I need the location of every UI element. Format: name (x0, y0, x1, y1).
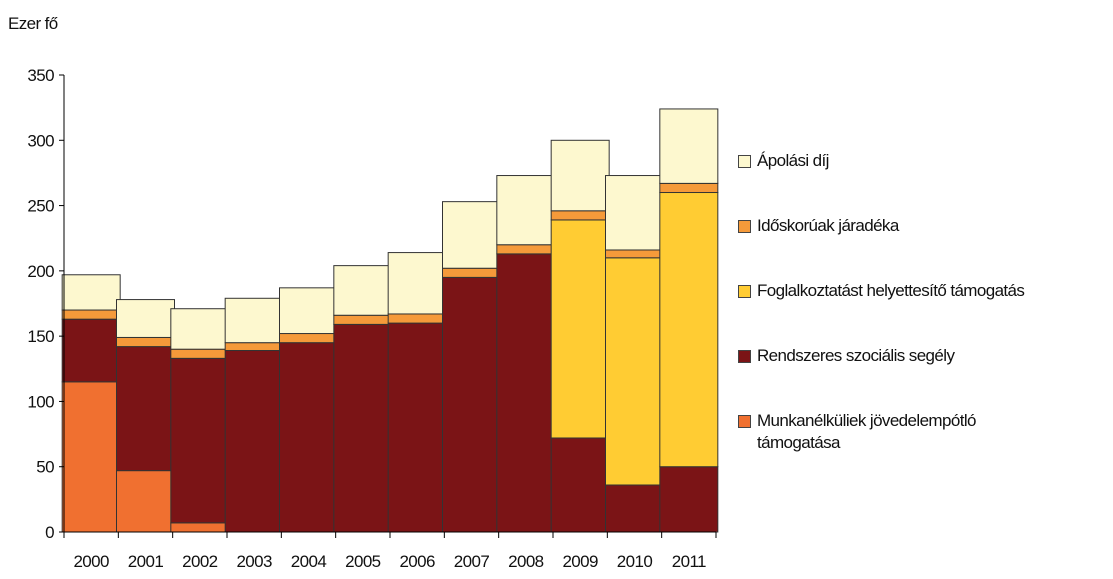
legend-label: Ápolási díj (757, 151, 829, 170)
legend-swatch (738, 155, 751, 168)
bar-segment (224, 350, 284, 533)
y-tick-label: 350 (27, 66, 54, 85)
bar-segment (496, 244, 556, 255)
bar-segment (659, 108, 719, 184)
bar-segment (170, 348, 230, 359)
x-tick-label: 2003 (236, 552, 272, 571)
y-tick-label: 50 (36, 458, 54, 477)
bar-segment (550, 139, 610, 212)
x-tick-label: 2011 (672, 552, 706, 571)
y-tick-label: 250 (27, 197, 54, 216)
legend-swatch (738, 415, 751, 428)
chart-legend: Ápolási díj Időskorúak járadéka Foglalkozt… (738, 150, 1025, 475)
x-tick-label: 2007 (454, 552, 490, 571)
bar-segment (170, 308, 230, 350)
legend-item: Ápolási díj (738, 150, 1024, 215)
bar-segment (170, 357, 230, 524)
bar-segment (224, 342, 284, 352)
bar-segment (224, 297, 284, 344)
legend-label: Rendszeres szociális segély (757, 346, 955, 365)
bar-segment (550, 219, 610, 439)
bar-segment (550, 210, 610, 221)
legend-item: Rendszeres szociális segély (738, 345, 1024, 410)
bar-segment (387, 313, 447, 324)
bar-segment (116, 470, 175, 533)
bar-segment (333, 265, 393, 316)
bar-segment (333, 323, 393, 533)
x-tick-label: 2010 (617, 552, 653, 571)
bar-segment (659, 182, 719, 194)
bar-segment (116, 346, 175, 472)
x-tick-label: 2005 (345, 552, 381, 571)
legend-label: Foglalkoztatást helyettesítő támogatás (757, 281, 1025, 300)
legend-label: Időskorúak járadéka (757, 216, 899, 235)
legend-item: Munkanélküliek jövedelempótló támogatása (738, 410, 1024, 475)
x-tick-label: 2004 (291, 552, 327, 571)
bar-segment (387, 322, 447, 533)
legend-label: Munkanélküliek jövedelempótló támogatása (757, 411, 976, 452)
bar-segment (605, 484, 664, 533)
bar-segment (442, 276, 501, 533)
y-axis-unit-label: Ezer fő (8, 14, 58, 33)
x-tick-label: 2002 (182, 552, 218, 571)
x-tick-label: 2000 (73, 552, 109, 571)
bar-segment (61, 309, 121, 320)
y-tick-label: 150 (27, 327, 54, 346)
bar-segment (605, 257, 664, 486)
legend-item: Időskorúak járadéka (738, 215, 1024, 280)
bar-segment (659, 466, 719, 533)
x-tick-label: 2006 (399, 552, 435, 571)
bar-segment (442, 267, 501, 278)
bar-segment (279, 342, 338, 533)
bar-segment (333, 314, 393, 325)
y-tick-label: 200 (27, 262, 54, 281)
bar-segment (170, 522, 230, 533)
bar-segment (279, 287, 338, 335)
bar-segment (605, 175, 664, 251)
y-tick-label: 0 (45, 523, 54, 542)
legend-item: Foglalkoztatást helyettesítő támogatás (738, 280, 1025, 345)
bar-segment (442, 201, 501, 269)
bar-segment (61, 274, 121, 311)
x-tick-label: 2008 (508, 552, 544, 571)
bar-segment (61, 381, 121, 533)
bar-segment (659, 192, 719, 468)
bar-segment (605, 249, 664, 259)
bar-segment (387, 252, 447, 315)
y-tick-label: 100 (27, 392, 54, 411)
bar-segment (116, 336, 175, 348)
bar-segment (116, 299, 175, 338)
x-tick-label: 2009 (562, 552, 598, 571)
x-tick-label: 2001 (128, 552, 164, 571)
bar-segment (279, 333, 338, 344)
bar-segment (496, 253, 556, 533)
bar-segment (550, 437, 610, 533)
bar-segment (61, 318, 121, 383)
bar-segment (496, 175, 556, 246)
legend-swatch (738, 220, 751, 233)
y-tick-label: 300 (27, 131, 54, 150)
legend-swatch (738, 285, 751, 298)
legend-swatch (738, 350, 751, 363)
